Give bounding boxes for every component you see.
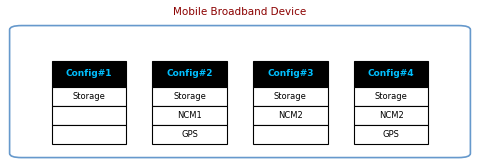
- Bar: [153, 87, 227, 106]
- Text: Config#2: Config#2: [167, 69, 213, 78]
- Bar: [153, 61, 227, 87]
- Bar: [253, 87, 327, 106]
- Text: Storage: Storage: [274, 92, 307, 101]
- Bar: [354, 87, 428, 106]
- Text: Mobile Broadband Device: Mobile Broadband Device: [173, 7, 307, 16]
- Text: Config#3: Config#3: [267, 69, 313, 78]
- Bar: [51, 87, 126, 106]
- Text: Config#4: Config#4: [368, 69, 415, 78]
- Bar: [153, 106, 227, 125]
- Bar: [153, 125, 227, 144]
- Bar: [51, 125, 126, 144]
- Bar: [253, 61, 327, 87]
- Bar: [354, 106, 428, 125]
- Text: NCM1: NCM1: [177, 111, 202, 120]
- Text: Storage: Storage: [72, 92, 105, 101]
- Bar: [51, 106, 126, 125]
- Bar: [253, 106, 327, 125]
- FancyBboxPatch shape: [10, 26, 470, 158]
- Text: NCM2: NCM2: [278, 111, 303, 120]
- Text: GPS: GPS: [181, 130, 198, 139]
- Text: NCM2: NCM2: [379, 111, 404, 120]
- Text: GPS: GPS: [383, 130, 400, 139]
- Text: Storage: Storage: [375, 92, 408, 101]
- Bar: [253, 125, 327, 144]
- Text: Config#1: Config#1: [66, 69, 112, 78]
- Text: Storage: Storage: [173, 92, 206, 101]
- Bar: [354, 125, 428, 144]
- Bar: [354, 61, 428, 87]
- Bar: [51, 61, 126, 87]
